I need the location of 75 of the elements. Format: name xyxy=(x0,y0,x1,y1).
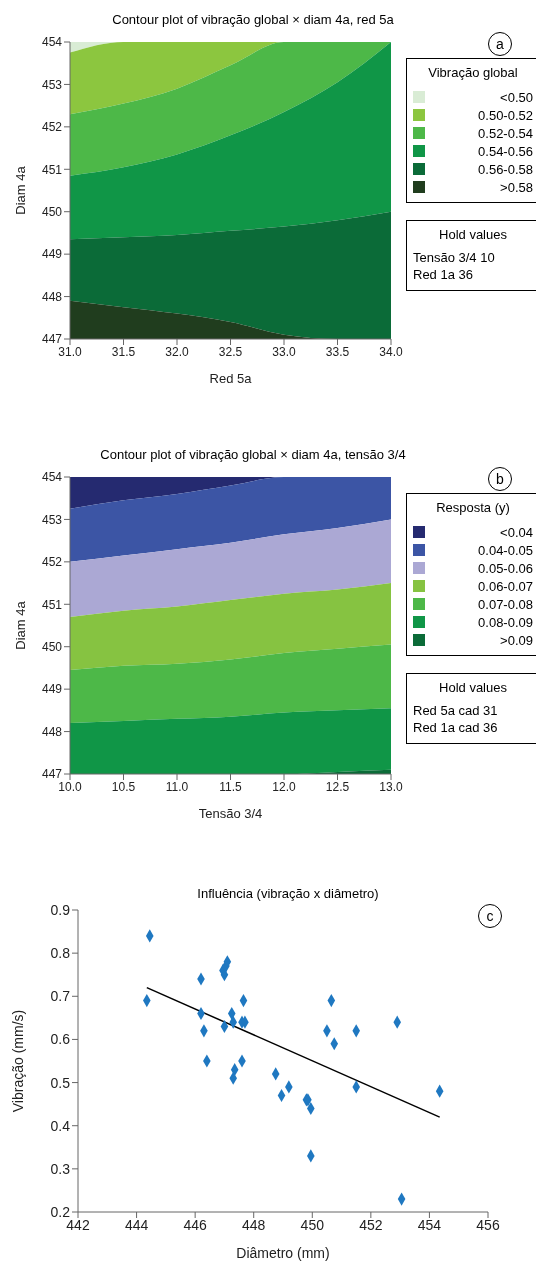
text: >0.09 xyxy=(499,632,533,648)
x-tick-label: 13.0 xyxy=(379,779,403,794)
text: 0.50-0.52 xyxy=(477,107,533,123)
y-tick-label: 448 xyxy=(41,724,63,739)
text: >0.58 xyxy=(499,179,533,195)
chart-title: Contour plot of vibração global × diam 4a, tensão 3/4 xyxy=(99,447,407,462)
x-axis-title: Red 5a xyxy=(209,371,253,386)
x-tick-label: 446 xyxy=(183,1216,208,1233)
x-tick-label: 11.5 xyxy=(219,779,243,794)
x-tick-label: 10.0 xyxy=(58,779,82,794)
x-tick-label: 31.5 xyxy=(111,344,136,359)
y-tick-label: 0.5 xyxy=(50,1074,71,1091)
x-tick-label: 11.0 xyxy=(165,779,189,794)
y-tick-label: 449 xyxy=(41,247,63,262)
text: 0.07-0.08 xyxy=(477,596,533,612)
y-tick-label: 0.6 xyxy=(50,1031,71,1048)
y-tick-label: 0.9 xyxy=(50,901,71,918)
x-tick-label: 31.0 xyxy=(58,344,82,359)
x-tick-label: 12.0 xyxy=(272,779,296,794)
y-tick-label: 447 xyxy=(41,767,63,782)
legend-title: Vibração global xyxy=(427,65,519,80)
y-tick-label: 0.7 xyxy=(50,988,71,1005)
text: <0.04 xyxy=(499,524,533,540)
y-tick-label: 452 xyxy=(41,555,63,570)
y-tick-label: 454 xyxy=(41,35,63,50)
y-tick-label: 0.3 xyxy=(50,1160,71,1177)
text: 0.04-0.05 xyxy=(477,542,533,558)
x-tick-label: 33.0 xyxy=(272,344,296,359)
x-tick-label: 450 xyxy=(300,1216,325,1233)
y-tick-label: 451 xyxy=(41,597,63,612)
y-tick-label: 449 xyxy=(41,682,63,697)
x-axis-title: Diâmetro (mm) xyxy=(236,1245,330,1261)
text: <0.50 xyxy=(499,89,533,105)
x-tick-label: 34.0 xyxy=(379,344,403,359)
text: 0.06-0.07 xyxy=(477,578,533,594)
x-tick-label: 12.5 xyxy=(325,779,350,794)
y-tick-label: 448 xyxy=(41,289,63,304)
y-tick-label: 450 xyxy=(41,204,63,219)
text: Hold values xyxy=(438,227,508,242)
text: Red 1a 36 xyxy=(413,267,474,282)
x-axis-title: Tensão 3/4 xyxy=(198,806,263,821)
text: 0.08-0.09 xyxy=(477,614,533,630)
x-tick-label: 456 xyxy=(476,1216,500,1233)
text: Red 5a cad 31 xyxy=(413,703,499,718)
x-tick-label: 10.5 xyxy=(111,779,136,794)
y-tick-label: 453 xyxy=(41,512,63,527)
text: 0.05-0.06 xyxy=(477,560,533,576)
y-axis-title: Diam 4a xyxy=(12,165,28,215)
text: 0.52-0.54 xyxy=(477,125,533,141)
x-tick-label: 32.5 xyxy=(218,344,243,359)
annotation: c xyxy=(486,908,494,924)
y-axis-title: Vibração (mm/s) xyxy=(9,1009,26,1113)
chart-title: Influência (vibração x diâmetro) xyxy=(196,886,380,901)
y-tick-label: 0.8 xyxy=(50,945,71,962)
y-tick-label: 451 xyxy=(41,162,63,177)
x-tick-label: 448 xyxy=(242,1216,266,1233)
x-tick-label: 454 xyxy=(417,1216,442,1233)
x-tick-label: 444 xyxy=(124,1216,149,1233)
y-tick-label: 447 xyxy=(41,332,63,347)
y-tick-label: 453 xyxy=(41,77,63,92)
x-tick-label: 33.5 xyxy=(325,344,350,359)
text: Tensão 3/4 10 xyxy=(413,250,496,265)
y-tick-label: 0.4 xyxy=(50,1117,71,1134)
legend-title: Resposta (y) xyxy=(435,500,511,515)
y-tick-label: 452 xyxy=(41,120,63,135)
x-tick-label: 452 xyxy=(359,1216,383,1233)
text: 0.56-0.58 xyxy=(477,161,533,177)
text: Red 1a cad 36 xyxy=(413,720,499,735)
y-tick-label: 450 xyxy=(41,639,63,654)
text: Hold values xyxy=(438,680,508,695)
y-axis-title: Diam 4a xyxy=(12,600,28,650)
text: 0.54-0.56 xyxy=(477,143,533,159)
y-tick-label: 454 xyxy=(41,470,63,485)
x-tick-label: 32.0 xyxy=(165,344,189,359)
chart-title: Contour plot of vibração global × diam 4a, red 5a xyxy=(111,12,395,27)
